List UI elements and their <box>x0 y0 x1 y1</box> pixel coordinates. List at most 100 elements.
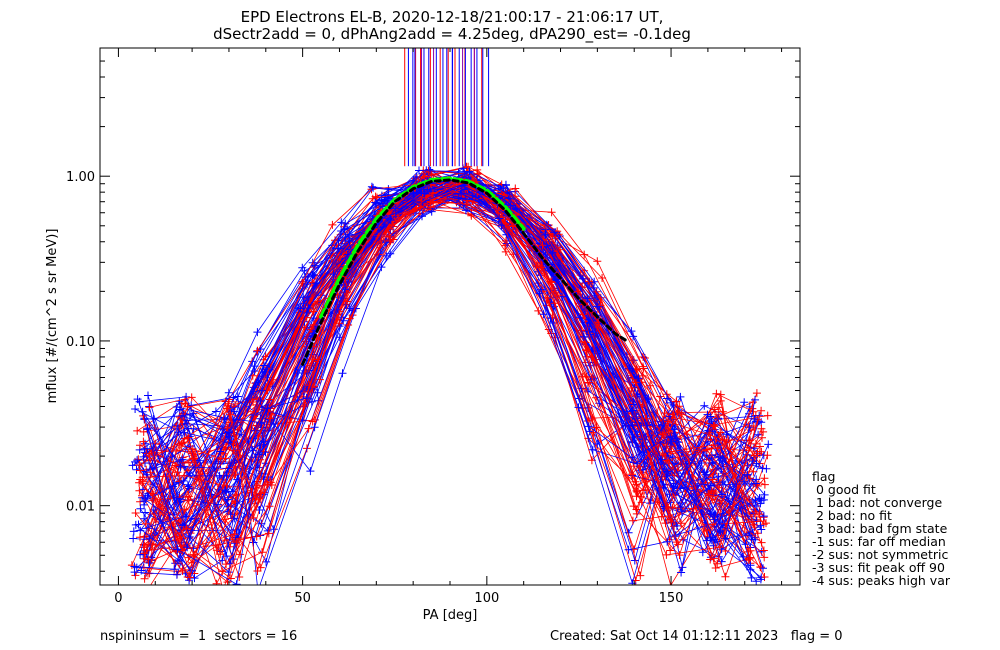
data-point <box>249 538 258 547</box>
data-point <box>418 212 426 221</box>
data-point <box>429 199 438 207</box>
data-point <box>418 198 427 207</box>
data-point <box>420 172 429 181</box>
data-point <box>573 287 582 296</box>
data-point <box>329 270 338 279</box>
data-point <box>211 407 220 416</box>
y-axis: 0.01 0.10 1.00 <box>66 47 800 572</box>
data-point <box>133 426 142 435</box>
data-point <box>739 552 748 561</box>
data-point <box>718 490 727 499</box>
data-point <box>757 424 766 433</box>
data-point <box>639 362 647 371</box>
data-point <box>543 293 552 302</box>
data-point <box>129 527 138 536</box>
data-point <box>593 257 602 266</box>
data-point <box>308 355 317 364</box>
data-point <box>343 250 352 259</box>
data-point <box>717 545 726 554</box>
spectrum-line <box>148 180 754 514</box>
data-point <box>149 415 158 423</box>
data-point <box>743 470 752 479</box>
data-point <box>172 570 181 579</box>
data-point <box>338 369 347 378</box>
data-point <box>666 546 675 555</box>
data-point <box>131 405 140 413</box>
y-axis-label: mflux [#/(cm^2 s sr MeV)] <box>45 229 60 404</box>
data-point <box>585 319 594 328</box>
data-point <box>657 512 666 521</box>
data-point <box>711 564 720 572</box>
data-point <box>471 193 480 202</box>
data-point <box>371 198 380 207</box>
data-point <box>309 307 318 316</box>
data-point <box>186 573 194 582</box>
chart-title-line2: dSectr2add = 0, dPhAng2add = 4.25deg, dP… <box>213 25 691 44</box>
data-point <box>174 556 183 565</box>
data-point <box>190 574 199 583</box>
data-point <box>709 422 718 431</box>
data-point <box>212 579 221 585</box>
data-point <box>266 478 275 487</box>
data-point <box>144 391 152 400</box>
data-point <box>663 417 672 426</box>
x-axis: 0 50 100 150 <box>114 48 783 606</box>
data-point <box>302 308 311 317</box>
data-point <box>230 530 239 539</box>
data-point <box>462 200 471 209</box>
legend-item: -1 sus: far off median <box>812 534 946 549</box>
data-point <box>131 520 140 529</box>
data-point <box>740 477 749 486</box>
data-point <box>417 188 426 197</box>
x-tick-label: 0 <box>114 591 122 606</box>
data-point <box>628 516 637 525</box>
data-point <box>382 238 391 247</box>
data-point <box>300 266 309 275</box>
data-point <box>501 247 510 256</box>
data-point <box>706 555 715 564</box>
spectrum-line <box>144 179 763 554</box>
data-point <box>589 283 598 292</box>
data-point <box>722 430 731 439</box>
data-point <box>251 495 260 504</box>
data-point <box>629 400 638 409</box>
data-point <box>670 425 679 434</box>
data-point <box>465 167 474 176</box>
data-point <box>337 218 346 227</box>
data-point <box>310 423 319 432</box>
data-point <box>708 475 717 484</box>
data-point <box>666 447 674 456</box>
spectrum-line <box>139 200 751 565</box>
data-point <box>550 299 559 308</box>
data-point <box>337 227 346 235</box>
data-point <box>588 415 597 424</box>
data-point <box>170 565 179 574</box>
data-point <box>593 302 602 311</box>
data-point <box>627 327 636 336</box>
data-point <box>298 263 307 272</box>
data-point <box>547 329 556 338</box>
data-point <box>756 521 765 530</box>
data-point <box>716 396 725 405</box>
data-point <box>250 367 259 375</box>
data-point <box>409 189 418 198</box>
spectrum-line <box>142 195 765 578</box>
data-point <box>763 451 772 460</box>
data-point <box>224 568 233 577</box>
data-point <box>132 465 141 474</box>
data-point <box>345 230 354 239</box>
data-point <box>748 457 757 466</box>
spectrum-line <box>139 181 760 579</box>
data-point <box>308 383 317 392</box>
data-point <box>315 375 324 384</box>
data-point <box>752 577 761 585</box>
data-point <box>624 545 633 554</box>
data-point <box>583 378 592 387</box>
data-point <box>184 433 193 442</box>
data-point <box>225 395 234 404</box>
data-point <box>588 445 597 454</box>
data-point <box>257 386 266 395</box>
data-point <box>716 526 725 535</box>
data-point <box>136 441 144 450</box>
data-point <box>183 496 192 505</box>
